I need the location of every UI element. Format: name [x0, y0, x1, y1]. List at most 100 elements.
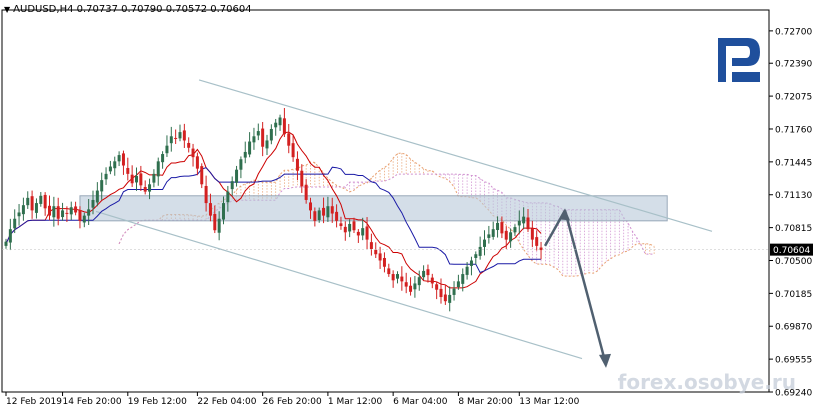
candle-body — [335, 211, 339, 221]
candle-body — [496, 222, 500, 231]
y-tick-label: 0.69555 — [775, 356, 812, 366]
candle-body — [443, 294, 447, 302]
senkou-span-a — [118, 152, 655, 277]
candle-body — [30, 196, 34, 211]
candle-body — [8, 229, 12, 243]
candle-body — [87, 209, 91, 216]
candle-body — [387, 268, 391, 275]
candle-body — [339, 223, 343, 227]
candle-body — [48, 205, 51, 216]
candle-body — [535, 237, 539, 246]
candle-body — [121, 153, 125, 166]
candle-body — [104, 173, 108, 180]
kijun-sen-line — [5, 166, 541, 274]
candle-body — [465, 266, 469, 275]
forecast-arrow-down — [563, 210, 608, 366]
candle-body — [69, 207, 73, 215]
candle-body — [217, 218, 221, 233]
y-tick-label: 0.71130 — [775, 191, 812, 201]
candle-body — [361, 228, 365, 236]
x-tick-label: 8 Mar 20:00 — [458, 397, 513, 407]
candle-body — [117, 155, 121, 162]
y-tick-label: 0.72075 — [775, 93, 812, 103]
y-tick-label: 0.69240 — [775, 389, 812, 399]
candle-body — [526, 217, 530, 230]
candle-body — [539, 247, 543, 251]
x-tick-label: 13 Mar 12:00 — [519, 397, 579, 407]
candle-body — [78, 209, 82, 221]
candle-body — [282, 118, 286, 135]
candle-body — [208, 203, 212, 216]
candle-body — [435, 284, 439, 290]
candle-body — [156, 161, 160, 177]
symbol-label: AUDUSD,H4 — [13, 4, 74, 15]
candle-body — [65, 212, 69, 214]
candle-body — [61, 210, 65, 218]
candle-body — [195, 156, 199, 169]
candle-body — [139, 173, 143, 186]
candle-body — [152, 173, 156, 183]
x-tick-label: 1 Mar 12:00 — [328, 397, 383, 407]
candle-body — [304, 184, 308, 200]
y-tick-label: 0.70815 — [775, 224, 812, 234]
candle-body — [182, 130, 186, 141]
candle-body — [430, 277, 434, 284]
arrowhead-down-icon — [599, 353, 611, 368]
candle-body — [222, 203, 225, 220]
candle-body — [309, 202, 312, 211]
candle-body — [165, 145, 169, 154]
x-tick-label: 6 Mar 04:00 — [393, 397, 448, 407]
candle-body — [452, 288, 456, 295]
candle-body — [74, 206, 78, 213]
candle-body — [4, 241, 8, 246]
candle-body — [235, 169, 239, 183]
candle-body — [287, 133, 291, 146]
candle-body — [530, 228, 534, 240]
candle-body — [374, 249, 378, 255]
candle-body — [269, 128, 273, 141]
candle-body — [226, 191, 230, 203]
candle-body — [352, 221, 356, 231]
candle-body — [95, 190, 99, 203]
candle-body — [295, 158, 299, 171]
candle-body — [34, 203, 38, 213]
candle-body — [382, 257, 386, 267]
candle-body — [448, 294, 452, 303]
candle-body — [400, 276, 404, 282]
current-price-label: 0.70604 — [773, 246, 810, 256]
candle-body — [239, 159, 243, 170]
dropdown-triangle-icon[interactable]: ▼ — [4, 5, 11, 14]
candle-body — [356, 231, 360, 236]
y-tick-label: 0.72700 — [775, 27, 812, 37]
candle-body — [130, 174, 134, 184]
candle-body — [248, 141, 252, 155]
candle-body — [43, 194, 47, 209]
candle-body — [330, 206, 334, 214]
logo-stem — [718, 38, 726, 82]
tenkan-sen-line — [5, 131, 542, 289]
candle-body — [174, 137, 178, 139]
candle-body — [291, 143, 295, 158]
candle-body — [252, 136, 256, 143]
candle-body — [469, 260, 473, 266]
price-channel — [95, 79, 713, 360]
candle-body — [461, 274, 465, 284]
candle-body — [322, 207, 326, 216]
x-tick-label: 19 Feb 12:00 — [128, 397, 187, 407]
candle-body — [456, 281, 460, 288]
candle-body — [522, 216, 526, 224]
candle-body — [191, 148, 195, 158]
candle-body — [313, 211, 317, 221]
candle-body — [422, 270, 426, 278]
candle-body — [369, 242, 373, 250]
candle-body — [500, 222, 504, 234]
candle-body — [256, 131, 260, 136]
candle-body — [517, 220, 521, 226]
candle-body — [274, 122, 278, 128]
candle-body — [300, 170, 304, 187]
candle-body — [135, 175, 138, 183]
candle-body — [13, 218, 17, 229]
candle-body — [17, 212, 21, 217]
candle-body — [21, 205, 25, 215]
